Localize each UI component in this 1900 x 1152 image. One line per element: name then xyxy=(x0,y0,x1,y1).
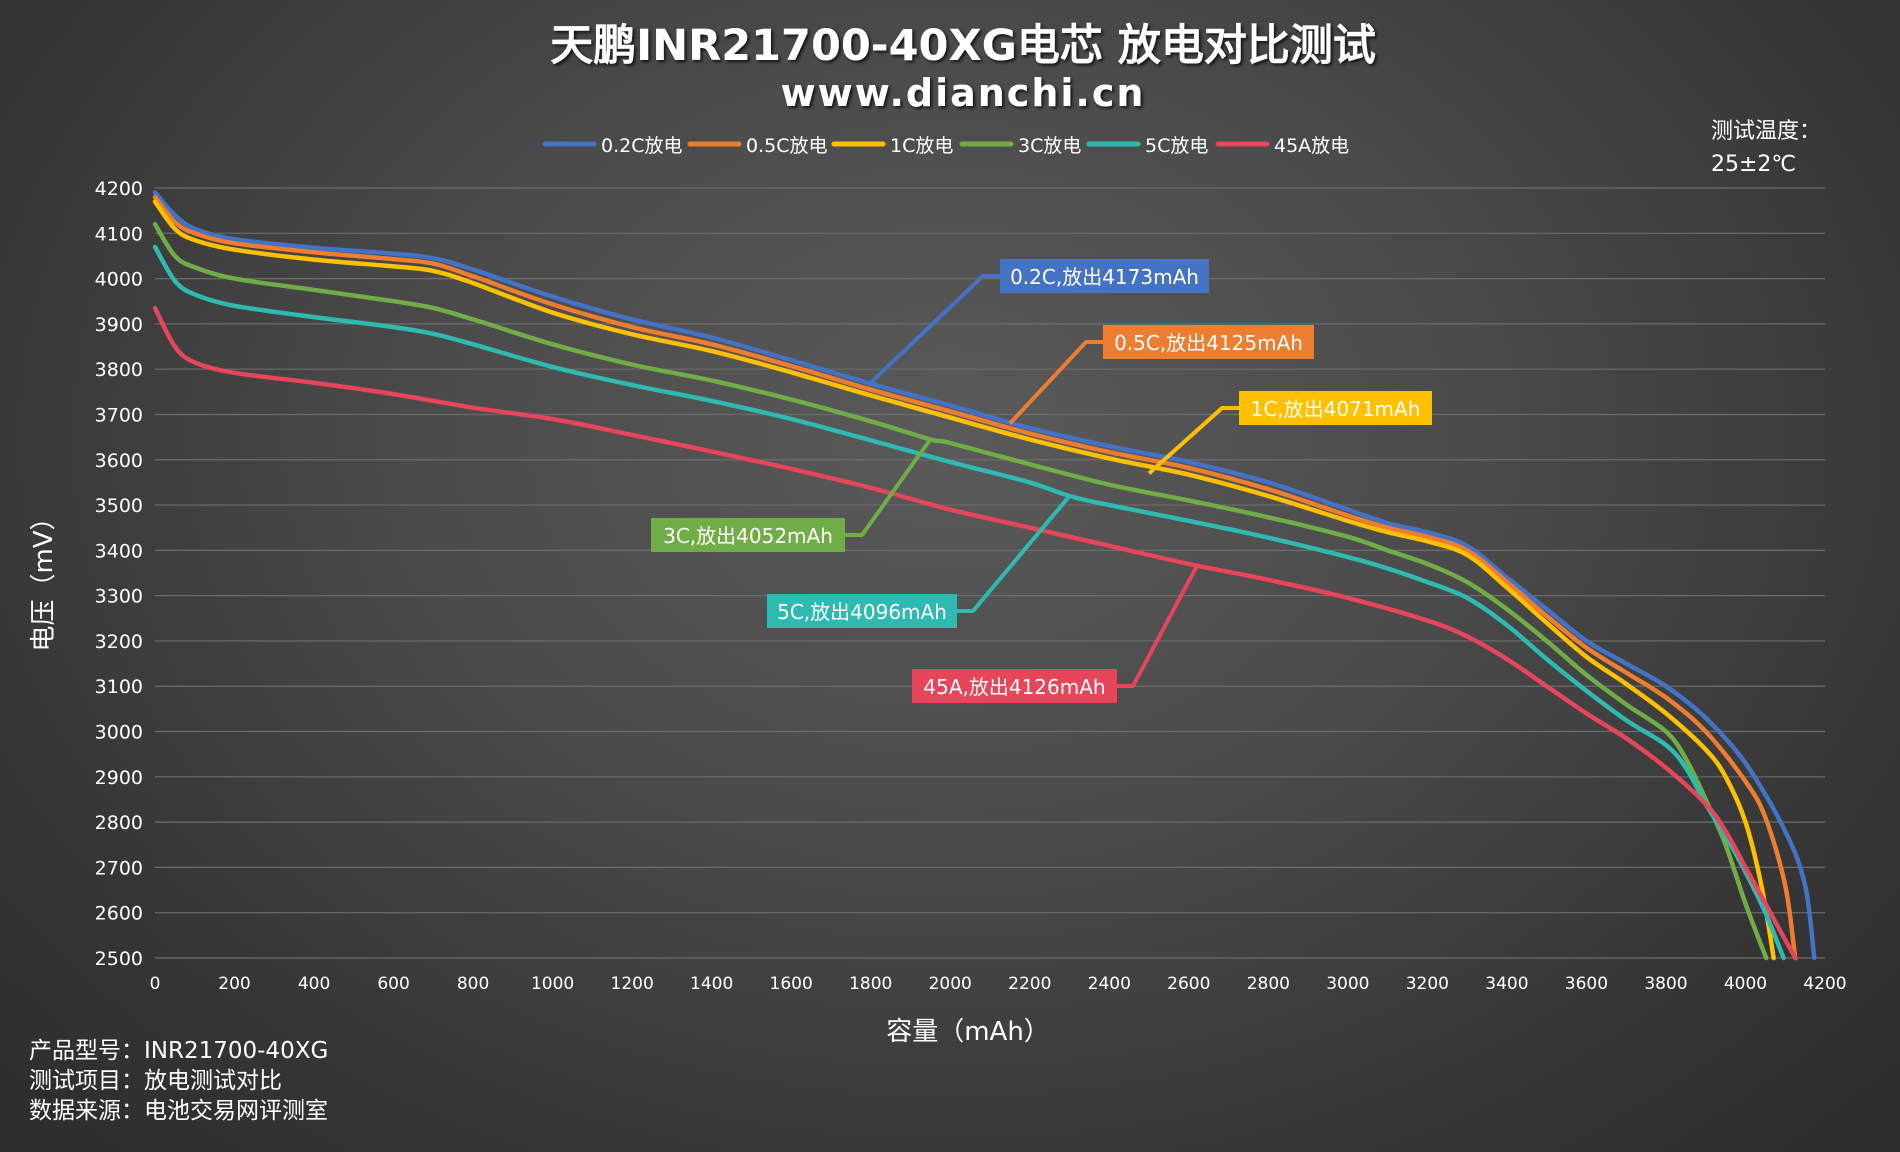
x-tick-label: 1800 xyxy=(849,974,892,994)
series-line-0 xyxy=(152,190,1817,961)
callout-leader-3 xyxy=(845,438,932,537)
y-tick-label: 2600 xyxy=(95,903,143,925)
y-tick-label: 2800 xyxy=(95,812,143,834)
y-tick-label: 3100 xyxy=(95,676,143,698)
y-tick-label: 3300 xyxy=(95,586,143,608)
y-tick-label: 4100 xyxy=(95,223,143,245)
legend-label-0: 0.2C放电 xyxy=(601,135,682,157)
callout-leader-0 xyxy=(869,274,1000,385)
x-tick-label: 3000 xyxy=(1326,974,1369,994)
y-tick-label: 3500 xyxy=(95,495,143,517)
x-tick-label: 2000 xyxy=(929,974,972,994)
legend: 0.2C放电 0.5C放电 1C放电 3C放电 5C放电 45A放电 xyxy=(542,135,1349,157)
callout-label-5: 45A,放出4126mAh xyxy=(923,675,1105,699)
chart-subtitle: www.dianchi.cn xyxy=(781,71,1146,115)
x-tick-label: 1200 xyxy=(611,974,654,994)
legend-label-5: 45A放电 xyxy=(1274,135,1349,157)
callout-label-0: 0.2C,放出4173mAh xyxy=(1010,265,1199,289)
series-line-1 xyxy=(152,194,1798,961)
footer-test-item: 测试项目：放电测试对比 xyxy=(29,1068,282,1094)
chart-title: 天鹏INR21700-40XG电芯 放电对比测试 xyxy=(550,21,1376,71)
y-axis-title: 电压（mV） xyxy=(29,504,59,651)
x-tick-label: 3200 xyxy=(1406,974,1449,994)
x-tick-label: 0 xyxy=(150,974,161,994)
temperature-value: 25±2℃ xyxy=(1711,152,1796,177)
legend-label-2: 1C放电 xyxy=(890,135,953,157)
legend-label-1: 0.5C放电 xyxy=(746,135,827,157)
legend-label-4: 5C放电 xyxy=(1145,135,1208,157)
callout-label-4: 5C,放出4096mAh xyxy=(777,600,947,624)
x-tick-label: 600 xyxy=(377,974,409,994)
callouts: 0.2C,放出4173mAh 0.5C,放出4125mAh 1C,放出4071mAh… xyxy=(651,259,1432,703)
x-tick-label: 400 xyxy=(298,974,330,994)
y-tick-label: 4200 xyxy=(95,178,143,200)
series-line-2 xyxy=(152,199,1776,961)
callout-box-2 xyxy=(1239,391,1432,425)
y-tick-label: 3400 xyxy=(95,540,143,562)
x-tick-label: 800 xyxy=(457,974,489,994)
x-tick-label: 4200 xyxy=(1803,974,1846,994)
y-tick-label: 3800 xyxy=(95,359,143,381)
y-tick-label: 3600 xyxy=(95,450,143,472)
y-tick-label: 2900 xyxy=(95,767,143,789)
callout-leader-5 xyxy=(1117,565,1199,688)
x-tick-label: 2600 xyxy=(1167,974,1210,994)
x-tick-label: 200 xyxy=(218,974,250,994)
footer-model: 产品型号：INR21700-40XG xyxy=(29,1038,329,1064)
callout-label-3: 3C,放出4052mAh xyxy=(663,524,833,548)
y-tick-label: 4000 xyxy=(95,269,143,291)
x-tick-label: 2400 xyxy=(1088,974,1131,994)
footer-source: 数据来源：电池交易网评测室 xyxy=(29,1098,328,1124)
callout-box-4 xyxy=(767,594,957,628)
y-axis-ticks: 2500 2600 2700 2800 2900 3000 3100 3200 3300 3400… xyxy=(95,178,143,970)
callout-box-3 xyxy=(651,518,845,552)
x-tick-label: 3800 xyxy=(1644,974,1687,994)
y-tick-label: 2500 xyxy=(95,948,143,970)
y-tick-label: 2700 xyxy=(95,857,143,879)
y-tick-label: 3900 xyxy=(95,314,143,336)
series-line-5 xyxy=(152,305,1798,961)
callout-label-1: 0.5C,放出4125mAh xyxy=(1114,331,1303,355)
series-line-3 xyxy=(152,221,1769,961)
x-tick-label: 3400 xyxy=(1485,974,1528,994)
x-tick-label: 2800 xyxy=(1247,974,1290,994)
x-tick-label: 3600 xyxy=(1565,974,1608,994)
x-tick-label: 2200 xyxy=(1008,974,1051,994)
callout-leader-4 xyxy=(957,494,1072,613)
callout-box-1 xyxy=(1103,325,1314,359)
x-tick-label: 4000 xyxy=(1724,974,1767,994)
y-tick-label: 3000 xyxy=(95,722,143,744)
legend-label-3: 3C放电 xyxy=(1018,135,1081,157)
x-tick-label: 1400 xyxy=(690,974,733,994)
series-line-4 xyxy=(152,244,1786,961)
y-tick-label: 3700 xyxy=(95,404,143,426)
callout-leader-1 xyxy=(1008,340,1103,425)
x-tick-label: 1600 xyxy=(770,974,813,994)
footer-info: 产品型号：INR21700-40XG 测试项目：放电测试对比 数据来源：电池交易… xyxy=(29,1036,328,1126)
series-lines xyxy=(152,190,1817,961)
x-axis-title: 容量（mAh） xyxy=(886,1017,1050,1047)
callout-box-5 xyxy=(912,669,1117,703)
callout-box-0 xyxy=(1000,259,1209,293)
callout-label-2: 1C,放出4071mAh xyxy=(1251,397,1421,421)
callout-leader-2 xyxy=(1147,406,1239,475)
y-tick-label: 3200 xyxy=(95,631,143,653)
x-tick-label: 1000 xyxy=(531,974,574,994)
x-axis-ticks: 0 200 400 600 800 1000 1200 1400 1600 1800 2000 220… xyxy=(150,974,1847,994)
temperature-label: 测试温度： xyxy=(1711,119,1821,144)
